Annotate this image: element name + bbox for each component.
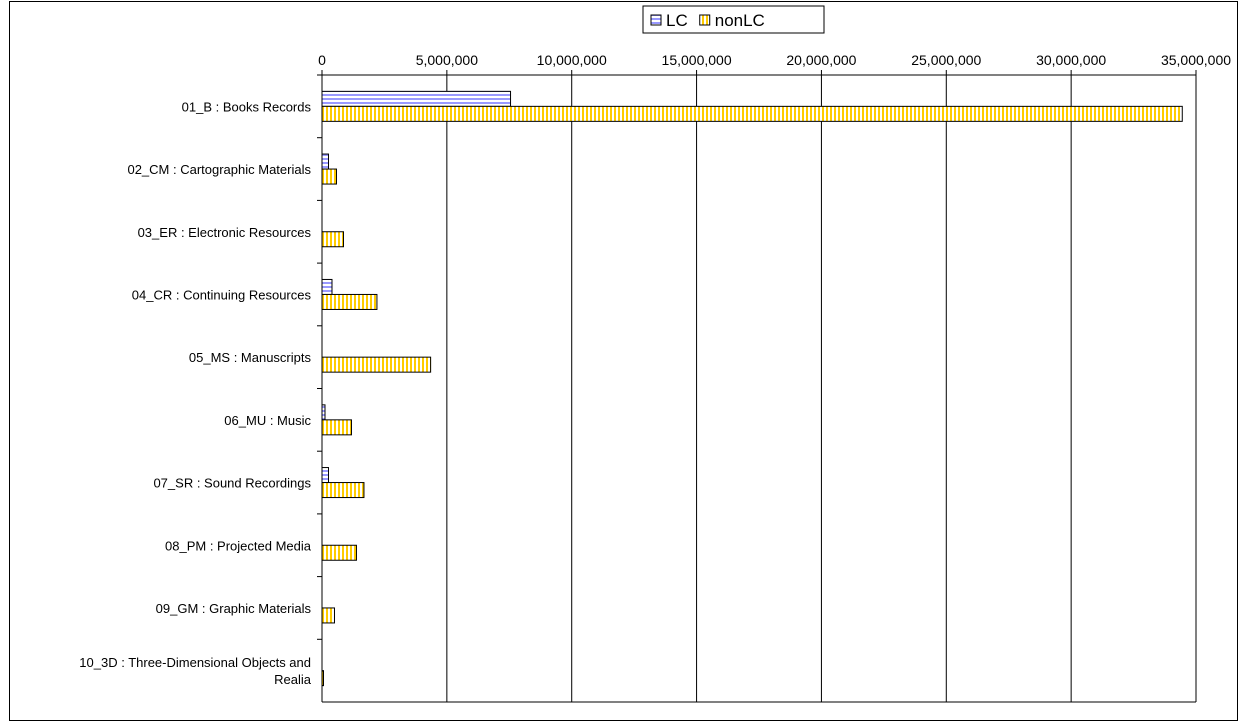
x-tick-label: 30,000,000 <box>1036 52 1106 68</box>
category-label: 09_GM : Graphic Materials <box>156 601 312 616</box>
x-axis: 0 5,000,000 10,000,000 15,000,000 20,000,000… <box>318 52 1231 75</box>
category-label: 05_MS : Manuscripts <box>189 350 312 365</box>
category-label: 02_CM : Cartographic Materials <box>127 162 311 177</box>
bar-lc <box>321 153 329 170</box>
category-label: 03_ER : Electronic Resources <box>138 225 312 240</box>
category-label: 10_3D : Three-Dimensional Objects and <box>79 655 311 670</box>
chart-bars <box>321 90 1183 687</box>
x-tick-label: 20,000,000 <box>786 52 856 68</box>
bar-nonlc <box>321 168 337 185</box>
legend-swatch-lc <box>650 14 662 26</box>
legend-swatch-nonlc <box>699 14 711 26</box>
x-tick-label: 10,000,000 <box>537 52 607 68</box>
chart-legend: LC nonLC <box>642 5 825 34</box>
bar-lc <box>321 90 512 107</box>
legend-label-nonlc: nonLC <box>715 11 765 30</box>
bar-nonlc <box>321 419 352 436</box>
bar-nonlc <box>321 482 365 499</box>
bar-nonlc <box>321 544 357 561</box>
category-label: 04_CR : Continuing Resources <box>132 287 312 302</box>
category-label: 06_MU : Music <box>224 413 311 428</box>
category-label: 01_B : Books Records <box>182 99 312 114</box>
category-label: 07_SR : Sound Recordings <box>153 476 311 491</box>
x-tick-label: 25,000,000 <box>911 52 981 68</box>
x-tick-label: 0 <box>318 52 326 68</box>
legend-box <box>642 5 825 34</box>
chart-gridlines <box>321 74 1197 703</box>
y-axis: 01_B : Books Records 02_CM : Cartographic… <box>79 74 323 702</box>
bar-chart: LC nonLC 0 5,000,000 10,000,000 15,000,000 20… <box>79 5 1231 703</box>
bar-nonlc <box>321 231 344 248</box>
bar-nonlc <box>321 670 324 687</box>
bar-nonlc <box>321 356 432 373</box>
bar-nonlc <box>321 105 1183 122</box>
legend-label-lc: LC <box>666 11 688 30</box>
bar-lc <box>321 467 329 484</box>
bar-nonlc <box>321 293 378 310</box>
bar-lc <box>321 278 333 295</box>
category-label: Realia <box>274 672 312 687</box>
bar-lc <box>321 404 326 421</box>
chart-frame: LC nonLC 0 5,000,000 10,000,000 15,000,000 20… <box>9 1 1238 721</box>
x-tick-label: 15,000,000 <box>662 52 732 68</box>
x-tick-label: 35,000,000 <box>1161 52 1231 68</box>
bar-nonlc <box>321 607 335 624</box>
category-label: 08_PM : Projected Media <box>165 538 312 553</box>
x-tick-label: 5,000,000 <box>416 52 478 68</box>
